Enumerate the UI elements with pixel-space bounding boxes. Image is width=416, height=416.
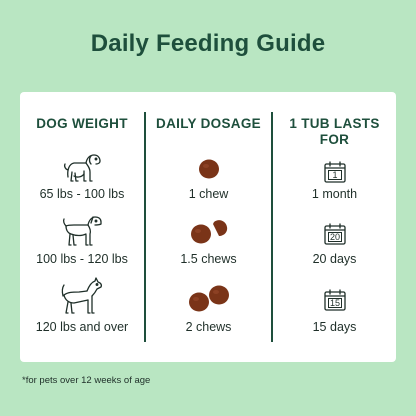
small-dog-icon — [63, 154, 101, 182]
calendar-icon: 1 — [323, 161, 346, 183]
dosage-value: 1.5 chews — [180, 252, 237, 266]
tub-lasts-column: 1 TUB LASTS FOR 1 1 month 20 20 days 15 — [273, 92, 396, 362]
dosage-value: 1 chew — [188, 187, 229, 201]
calendar-number: 20 — [329, 232, 339, 242]
duration-value: 15 days — [312, 320, 357, 334]
calendar-icon: 20 — [323, 223, 346, 245]
tub-lasts-header: 1 TUB LASTS FOR — [289, 116, 380, 147]
dog-weight-value: 100 lbs - 120 lbs — [36, 252, 128, 266]
daily-dosage-column: DAILY DOSAGE 1 chew 1.5 chews 2 chews — [146, 92, 271, 362]
page-title: Daily Feeding Guide — [90, 30, 326, 57]
dog-weight-header: DOG WEIGHT — [36, 116, 128, 131]
column-divider — [271, 112, 273, 342]
column-divider — [144, 112, 146, 342]
duration-value: 20 days — [312, 252, 357, 266]
one-and-half-chew-icon — [190, 220, 227, 244]
calendar-number: 1 — [332, 170, 337, 180]
one-chew-icon — [198, 159, 219, 179]
medium-dog-icon — [62, 216, 102, 246]
footnote: *for pets over 12 weeks of age — [22, 375, 151, 386]
dosage-value: 2 chews — [185, 320, 232, 334]
dog-weight-value: 65 lbs - 100 lbs — [39, 187, 125, 201]
calendar-icon: 15 — [323, 289, 346, 311]
two-chews-icon — [188, 285, 229, 312]
daily-dosage-header: DAILY DOSAGE — [156, 116, 261, 131]
calendar-number: 15 — [329, 298, 339, 308]
dog-weight-column: DOG WEIGHT 65 lbs - 100 lbs — [20, 92, 144, 362]
feeding-guide-card: DOG WEIGHT 65 lbs - 100 lbs — [20, 92, 396, 362]
dog-weight-value: 120 lbs and over — [35, 320, 129, 334]
duration-value: 1 month — [311, 187, 358, 201]
large-dog-icon — [61, 277, 103, 314]
